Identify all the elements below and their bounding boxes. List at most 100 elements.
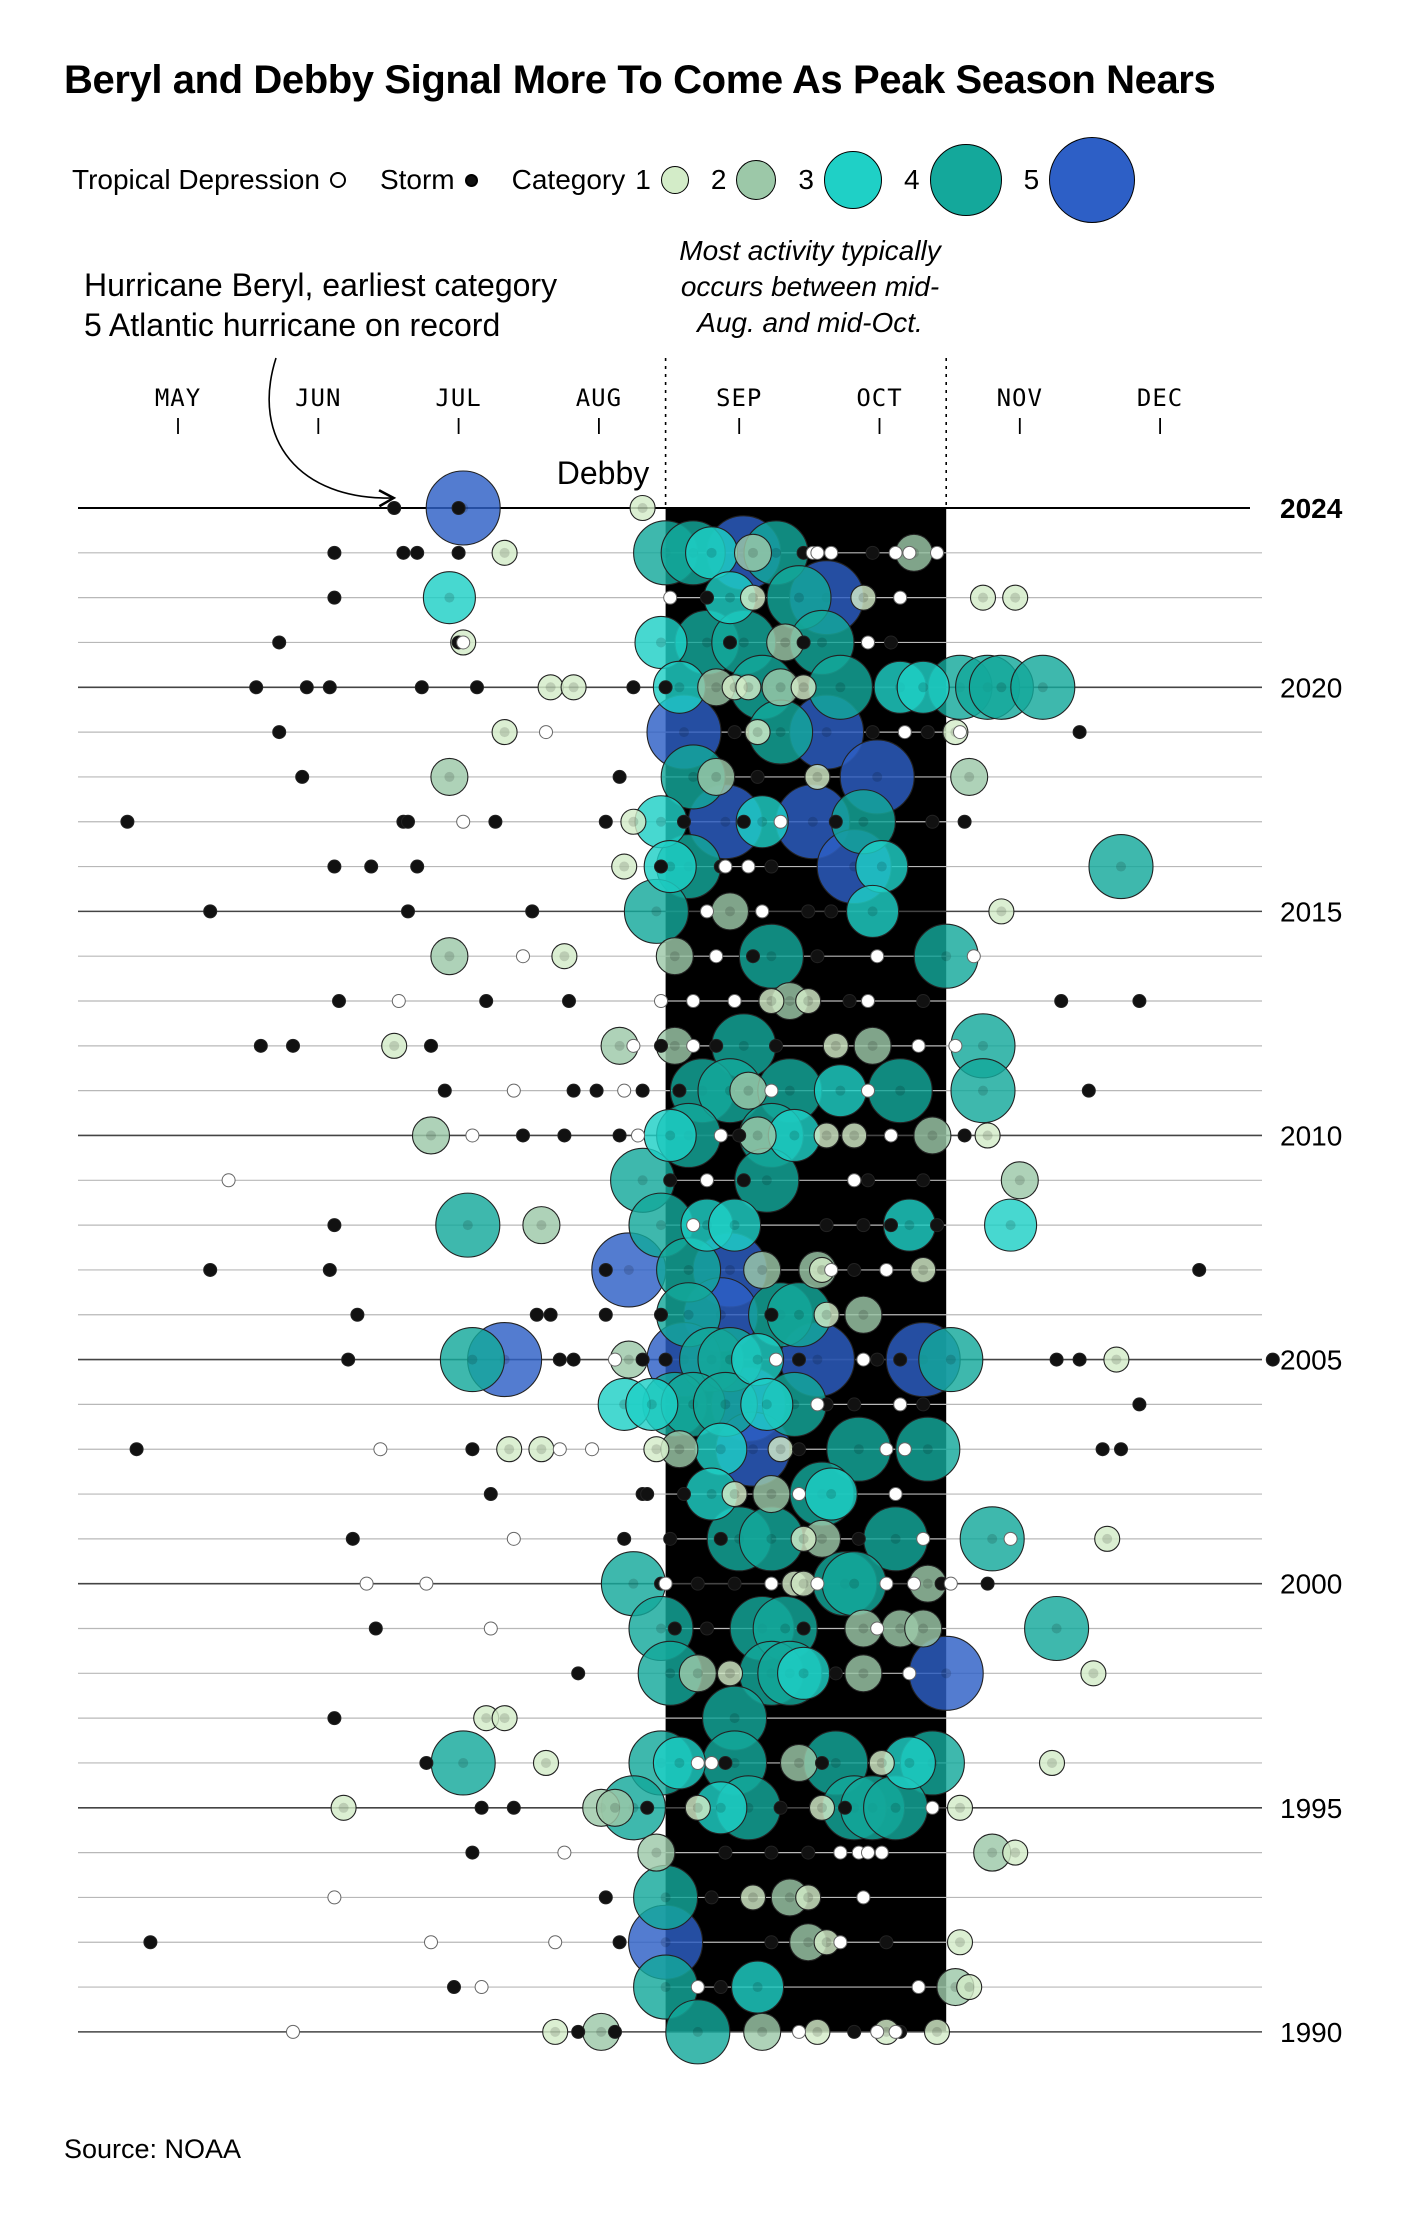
- cat1-marker: [1038, 1749, 1066, 1777]
- cat3-marker: [896, 660, 950, 714]
- marker-center-dot: [646, 1399, 657, 1410]
- marker-center-dot: [748, 1892, 758, 1903]
- cat1-marker: [1002, 1839, 1029, 1866]
- storm-marker: [847, 1262, 862, 1277]
- storm-marker: [727, 725, 742, 740]
- storm-marker: [690, 1576, 705, 1591]
- month-tick-label: AUG: [576, 384, 622, 412]
- storm-marker: [410, 859, 425, 874]
- marker-center-dot: [725, 1264, 735, 1275]
- cat1-marker: [988, 898, 1015, 925]
- cat1-marker: [804, 763, 831, 790]
- storm-marker: [1192, 1262, 1207, 1277]
- marker-center-dot: [766, 1533, 777, 1544]
- storm-marker: [272, 635, 287, 650]
- storm-marker: [249, 680, 264, 695]
- peak-annotation-line3: Aug. and mid-Oct.: [695, 307, 923, 338]
- storm-marker: [203, 1262, 218, 1277]
- storm-marker: [842, 994, 857, 1009]
- storm-marker: [635, 1352, 650, 1367]
- storm-marker: [792, 1442, 806, 1457]
- year-label: 2020: [1280, 672, 1342, 703]
- marker-center-dot: [835, 1085, 846, 1096]
- storm-marker: [635, 1083, 650, 1098]
- marker-center-dot: [596, 2026, 607, 2037]
- cat1-marker: [739, 1884, 767, 1911]
- storm-marker: [861, 1173, 875, 1188]
- storm-marker: [322, 1262, 337, 1277]
- marker-center-dot: [711, 682, 722, 693]
- storm-marker: [424, 1038, 438, 1053]
- marker-center-dot: [729, 1489, 740, 1500]
- tropical-depression-marker: [755, 904, 770, 919]
- storm-marker: [677, 814, 691, 829]
- tropical-depression-marker: [557, 1845, 572, 1860]
- cat1-marker: [735, 674, 762, 701]
- storm-marker: [847, 2024, 862, 2039]
- marker-center-dot: [665, 861, 676, 872]
- cat2-marker: [844, 1654, 883, 1693]
- tropical-depression-marker: [686, 994, 701, 1009]
- storm-marker: [566, 1083, 581, 1098]
- tropical-depression-marker: [792, 1487, 806, 1502]
- tropical-depression-marker: [608, 1352, 622, 1367]
- tropical-depression-marker: [700, 904, 714, 919]
- storm-marker: [474, 1800, 489, 1815]
- tropical-depression-marker: [966, 949, 981, 964]
- cat2-marker: [844, 1295, 883, 1334]
- storm-marker: [598, 1262, 613, 1277]
- tropical-depression-marker: [824, 545, 839, 560]
- storm-marker: [451, 545, 466, 560]
- marker-center-dot: [389, 1040, 400, 1051]
- marker-center-dot: [628, 1578, 639, 1589]
- marker-center-dot: [720, 816, 731, 827]
- storm-marker: [1132, 994, 1147, 1009]
- storm-marker: [700, 590, 714, 605]
- legend-td-marker: [329, 172, 346, 188]
- tropical-depression-marker: [506, 1083, 521, 1098]
- cat1-marker: [946, 1929, 974, 1956]
- storm-marker: [677, 1487, 691, 1502]
- marker-center-dot: [623, 1354, 634, 1365]
- cat1-marker: [560, 674, 587, 701]
- tropical-depression-marker: [870, 1621, 885, 1636]
- cat1-marker: [684, 1794, 711, 1821]
- storm-marker: [350, 1307, 365, 1322]
- marker-center-dot: [1111, 1354, 1122, 1365]
- cat1-marker: [1103, 1346, 1130, 1373]
- marker-center-dot: [1088, 1668, 1099, 1679]
- source-note: Source: NOAA: [64, 2134, 242, 2164]
- storm-marker: [295, 769, 310, 784]
- marker-center-dot: [803, 1937, 814, 1948]
- tropical-depression-marker: [617, 1083, 632, 1098]
- storm-marker: [419, 1755, 434, 1770]
- tropical-depression-marker: [879, 1576, 894, 1591]
- storm-marker: [543, 1307, 558, 1322]
- storm-marker: [447, 1980, 461, 1995]
- marker-center-dot: [706, 1489, 717, 1500]
- cat3-marker: [708, 1198, 762, 1252]
- marker-center-dot: [550, 2026, 561, 2037]
- tropical-depression-marker: [870, 2024, 885, 2039]
- storm-marker: [345, 1531, 360, 1546]
- legend-cat5-marker: [1049, 137, 1136, 223]
- tropical-depression-marker: [690, 1755, 705, 1770]
- marker-center-dot: [849, 1578, 860, 1589]
- marker-center-dot: [729, 1220, 740, 1231]
- marker-center-dot: [660, 1892, 671, 1903]
- legend-label-cat2: 2: [710, 164, 727, 195]
- marker-center-dot: [692, 1668, 703, 1679]
- storm-marker: [704, 1890, 719, 1905]
- cat1-marker: [1002, 584, 1029, 611]
- storm-marker: [847, 1397, 862, 1412]
- marker-center-dot: [674, 682, 685, 693]
- cat1-marker: [643, 1436, 670, 1463]
- marker-center-dot: [830, 1757, 841, 1768]
- tropical-depression-marker: [824, 1262, 839, 1277]
- storm-marker: [529, 1307, 544, 1322]
- marker-center-dot: [1010, 592, 1021, 603]
- tropical-depression-marker: [764, 1576, 779, 1591]
- marker-center-dot: [743, 1085, 754, 1096]
- marker-center-dot: [987, 1533, 998, 1544]
- tropical-depression-marker: [686, 1218, 701, 1233]
